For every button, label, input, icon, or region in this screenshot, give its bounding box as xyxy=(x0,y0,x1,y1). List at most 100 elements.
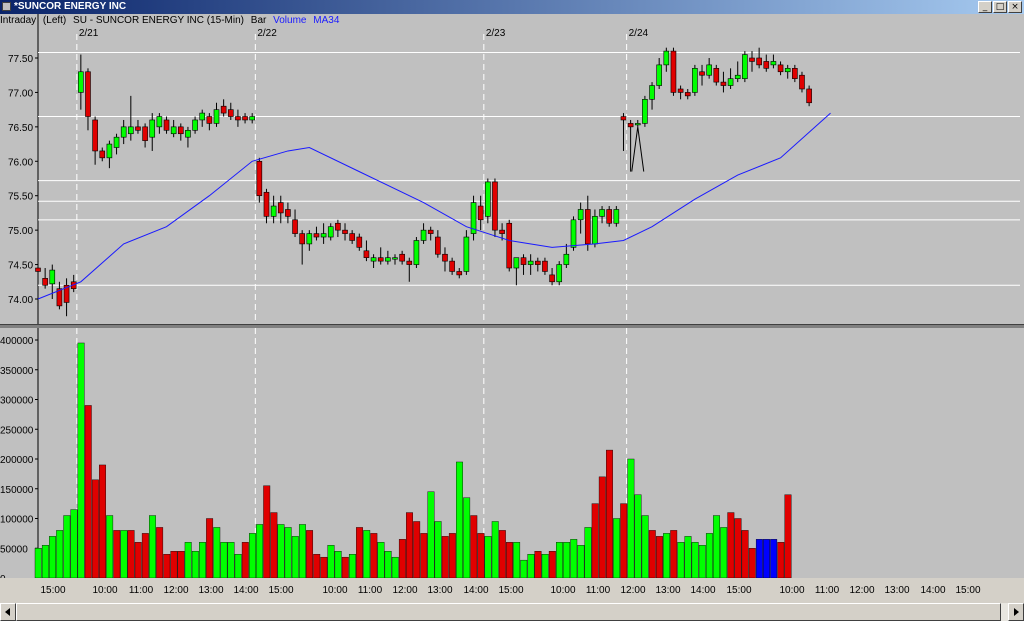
candle-body[interactable] xyxy=(99,150,106,159)
volume-bar[interactable] xyxy=(348,553,356,579)
volume-bar[interactable] xyxy=(520,559,528,579)
candle-body[interactable] xyxy=(556,264,563,283)
candle-body[interactable] xyxy=(270,205,277,217)
candle-body[interactable] xyxy=(356,236,363,248)
candle-body[interactable] xyxy=(756,57,762,66)
volume-bar[interactable] xyxy=(613,518,621,579)
candle-body[interactable] xyxy=(78,71,84,93)
volume-bar[interactable] xyxy=(327,545,335,579)
candle-body[interactable] xyxy=(692,68,698,93)
volume-bar[interactable] xyxy=(141,533,149,579)
volume-bar[interactable] xyxy=(306,530,314,579)
candle-body[interactable] xyxy=(492,181,498,231)
candle-body[interactable] xyxy=(742,54,748,79)
volume-bar[interactable] xyxy=(584,527,592,579)
volume-bar[interactable] xyxy=(406,512,413,579)
candle-body[interactable] xyxy=(113,136,120,148)
volume-bar[interactable] xyxy=(734,518,742,579)
volume-bar[interactable] xyxy=(334,551,342,579)
volume-bar[interactable] xyxy=(763,539,770,579)
volume-bar[interactable] xyxy=(277,524,285,579)
volume-bar[interactable] xyxy=(534,551,542,579)
candle-body[interactable] xyxy=(363,250,370,258)
candle-body[interactable] xyxy=(406,260,413,265)
candle-body[interactable] xyxy=(670,50,677,93)
candle-body[interactable] xyxy=(627,123,634,128)
candle-body[interactable] xyxy=(149,119,156,138)
volume-bar[interactable] xyxy=(127,530,135,579)
pane-splitter[interactable] xyxy=(0,324,1024,328)
volume-bar[interactable] xyxy=(363,530,371,579)
volume-bar[interactable] xyxy=(606,449,613,579)
price-pane[interactable]: 77.50 77.00 76.50 76.00 75.50 75.00 74.50 74.00 xyxy=(0,14,1024,324)
candle-body[interactable] xyxy=(449,260,455,272)
candle-body[interactable] xyxy=(320,233,327,238)
volume-bar[interactable] xyxy=(191,551,199,579)
candle-body[interactable] xyxy=(592,216,598,245)
volume-bar[interactable] xyxy=(741,530,749,579)
volume-bar[interactable] xyxy=(748,548,756,579)
volume-bar[interactable] xyxy=(256,524,264,579)
volume-bar[interactable] xyxy=(298,524,306,579)
volume-bar[interactable] xyxy=(313,553,321,579)
candle-body[interactable] xyxy=(142,126,148,141)
candle-body[interactable] xyxy=(542,260,548,272)
candle-body[interactable] xyxy=(63,284,70,303)
volume-bar[interactable] xyxy=(49,536,56,579)
candle-body[interactable] xyxy=(734,74,741,79)
volume-bar[interactable] xyxy=(377,542,385,579)
restore-icon[interactable]: □ xyxy=(993,1,1007,13)
candle-body[interactable] xyxy=(720,81,727,86)
volume-bar[interactable] xyxy=(527,553,535,579)
scroll-left-button[interactable] xyxy=(0,603,16,621)
volume-bar[interactable] xyxy=(56,530,64,579)
volume-bar[interactable] xyxy=(391,556,399,579)
candle-body[interactable] xyxy=(120,126,127,138)
candle-body[interactable] xyxy=(227,109,234,117)
volume-bar[interactable] xyxy=(548,551,556,579)
candle-body[interactable] xyxy=(199,112,206,121)
volume-bar[interactable] xyxy=(670,530,678,579)
candle-body[interactable] xyxy=(377,257,384,262)
volume-bar[interactable] xyxy=(620,503,628,579)
candle-body[interactable] xyxy=(613,209,620,224)
volume-bar[interactable] xyxy=(263,485,271,579)
volume-bar[interactable] xyxy=(248,533,256,579)
candle-body[interactable] xyxy=(784,68,791,73)
candle-body[interactable] xyxy=(292,219,298,234)
candle-body[interactable] xyxy=(634,123,641,126)
candle-body[interactable] xyxy=(456,271,463,276)
candle-body[interactable] xyxy=(706,64,712,76)
volume-bar[interactable] xyxy=(498,530,506,579)
candle-body[interactable] xyxy=(527,260,534,265)
candle-body[interactable] xyxy=(677,88,684,93)
candle-body[interactable] xyxy=(56,288,63,307)
candle-body[interactable] xyxy=(335,222,341,231)
candle-body[interactable] xyxy=(485,181,491,217)
candle-body[interactable] xyxy=(277,202,284,214)
volume-bar[interactable] xyxy=(149,515,156,579)
candle-body[interactable] xyxy=(85,71,91,117)
candle-body[interactable] xyxy=(570,219,577,248)
scroll-thumb[interactable] xyxy=(16,603,1001,621)
candle-body[interactable] xyxy=(549,274,555,283)
candle-body[interactable] xyxy=(777,64,784,73)
volume-bar[interactable] xyxy=(770,539,778,579)
volume-bar[interactable] xyxy=(213,527,221,579)
volume-bar[interactable] xyxy=(477,533,485,579)
candle-body[interactable] xyxy=(506,222,513,269)
volume-bar[interactable] xyxy=(705,533,713,579)
candle-body[interactable] xyxy=(499,229,505,234)
volume-bar[interactable] xyxy=(655,536,663,579)
candle-body[interactable] xyxy=(242,116,248,121)
candle-body[interactable] xyxy=(106,143,113,159)
volume-bar[interactable] xyxy=(513,542,521,579)
volume-bar[interactable] xyxy=(427,491,435,579)
volume-bar[interactable] xyxy=(470,515,478,579)
candle-body[interactable] xyxy=(463,236,470,272)
volume-bar[interactable] xyxy=(720,527,728,579)
candle-body[interactable] xyxy=(470,202,477,234)
candle-body[interactable] xyxy=(156,116,163,128)
volume-bar[interactable] xyxy=(227,542,235,579)
volume-bar[interactable] xyxy=(541,553,549,579)
